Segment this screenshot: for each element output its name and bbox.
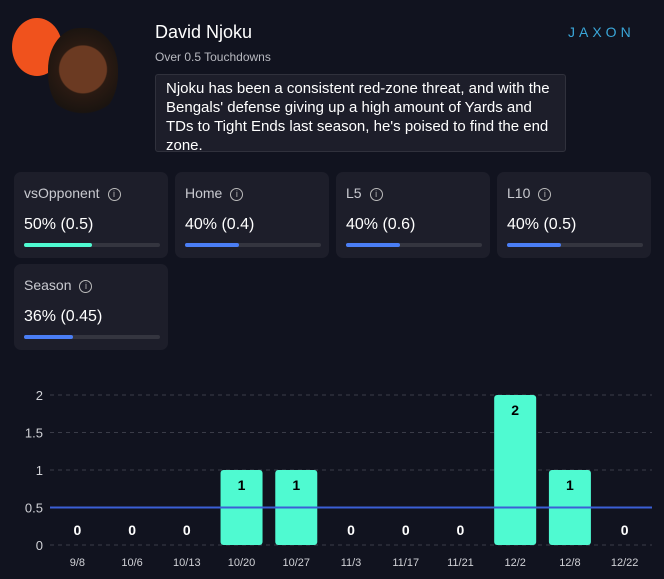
stat-value: 50% (0.5) xyxy=(24,216,94,233)
player-name: David Njoku xyxy=(155,22,253,42)
bar-value-label: 0 xyxy=(621,522,629,538)
bar-value-label: 0 xyxy=(457,522,465,538)
bar-value-label: 2 xyxy=(511,402,519,418)
analysis-text: Njoku has been a consistent red-zone thr… xyxy=(155,74,566,154)
x-tick-label: 12/2 xyxy=(504,557,525,569)
x-tick-label: 11/3 xyxy=(341,557,362,569)
info-icon[interactable]: i xyxy=(538,188,552,201)
info-icon[interactable]: i xyxy=(369,188,383,201)
y-tick-label: 1.5 xyxy=(25,426,43,441)
stat-value: 40% (0.4) xyxy=(185,216,255,233)
stat-value: 40% (0.6) xyxy=(346,216,416,233)
progress-bar xyxy=(507,243,643,247)
y-tick-label: 2 xyxy=(36,388,43,403)
stat-label: L5 i xyxy=(346,185,383,201)
stat-label: vsOpponent i xyxy=(24,185,121,201)
y-tick-label: 0 xyxy=(36,538,43,553)
brand-logo: JAXON xyxy=(568,24,635,40)
x-tick-label: 10/20 xyxy=(228,557,256,569)
x-tick-label: 11/21 xyxy=(447,557,474,569)
x-tick-label: 11/17 xyxy=(392,557,419,569)
bar-value-label: 1 xyxy=(292,477,300,493)
y-tick-label: 1 xyxy=(36,463,43,478)
info-icon[interactable]: i xyxy=(107,188,121,201)
progress-bar xyxy=(185,243,321,247)
stat-value: 40% (0.5) xyxy=(507,216,577,233)
y-tick-label: 0.5 xyxy=(25,501,43,516)
info-icon[interactable]: i xyxy=(79,280,93,293)
x-tick-label: 10/13 xyxy=(173,557,201,569)
stat-card-l10: L10 i 40% (0.5) xyxy=(497,172,651,258)
x-tick-label: 10/6 xyxy=(121,557,142,569)
prop-line: Over 0.5 Touchdowns xyxy=(155,50,271,64)
bar-value-label: 0 xyxy=(183,522,191,538)
x-tick-label: 12/22 xyxy=(611,557,639,569)
progress-bar xyxy=(24,335,160,339)
x-tick-label: 10/27 xyxy=(283,557,311,569)
bar-value-label: 0 xyxy=(402,522,410,538)
stat-label: Home i xyxy=(185,185,244,201)
stat-card-vsopponent: vsOpponent i 50% (0.5) xyxy=(14,172,168,258)
progress-bar xyxy=(24,243,160,247)
bar-value-label: 0 xyxy=(128,522,136,538)
stat-card-season: Season i 36% (0.45) xyxy=(14,264,168,350)
stat-label: L10 i xyxy=(507,185,552,201)
info-icon[interactable]: i xyxy=(230,188,244,201)
player-avatar xyxy=(48,28,118,120)
stat-card-home: Home i 40% (0.4) xyxy=(175,172,329,258)
bar-value-label: 0 xyxy=(73,522,81,538)
bar-value-label: 1 xyxy=(566,477,574,493)
bar-value-label: 1 xyxy=(238,477,246,493)
stat-value: 36% (0.45) xyxy=(24,308,103,325)
stat-label: Season i xyxy=(24,277,93,293)
bar-value-label: 0 xyxy=(347,522,355,538)
progress-bar xyxy=(346,243,482,247)
x-tick-label: 12/8 xyxy=(559,557,580,569)
x-tick-label: 9/8 xyxy=(70,557,85,569)
touchdowns-bar-chart: 0 0.5 1 1.5 2 0 9/8 0 10/6 0 10/13 1 10/20 1 10/27 0 11/… xyxy=(25,388,652,569)
stat-card-l5: L5 i 40% (0.6) xyxy=(336,172,490,258)
